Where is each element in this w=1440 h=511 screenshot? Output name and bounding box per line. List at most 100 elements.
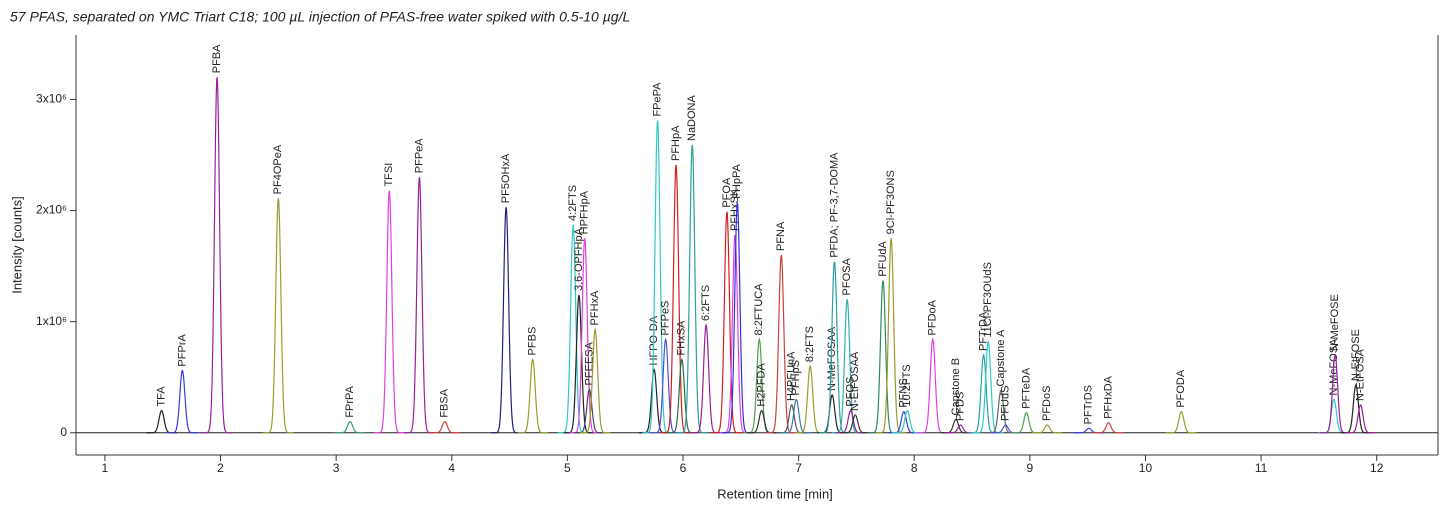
peak-label: PFHpS [790,360,802,395]
y-tick-label: 2x10⁶ [36,203,67,217]
peak [1031,424,1063,434]
peak [650,337,681,434]
peak [374,190,405,434]
x-tick-label: 11 [1255,461,1268,475]
x-tick-label: 3 [333,461,340,475]
peak [690,322,722,434]
peak [404,177,435,434]
y-tick-label: 1x10⁶ [36,314,67,328]
peak-label: PFTeDA [1020,367,1032,409]
peak-label: PFDS [954,392,966,421]
peak-label: PFDA; PF-3,7-DOMA [828,152,840,258]
y-tick-label: 3x10⁶ [36,92,67,106]
peak [840,414,871,434]
peak-label: PFUdA [877,240,889,276]
x-axis-title: Retention time [min] [717,486,833,501]
peak-label: FBSA [439,388,451,417]
peak-label: 8:2FTS [804,326,816,362]
peak-label: PFUdS [999,386,1011,421]
peak-label: 9Cl-PF3ONS [885,170,897,234]
peak [766,254,797,434]
peak-label: PF4OPeA [272,144,284,194]
peak-label: PF5OHxA [500,153,512,203]
peak [490,207,522,434]
peak [146,409,177,434]
peak-label: TFA [155,386,167,407]
peak [1073,427,1105,434]
peak-label: 8:2FTUCA [753,283,765,336]
peak [1011,412,1042,434]
peak-label: N-EtFOSAA [849,351,861,411]
peak-label: 3,6-OPFHpA [573,227,585,291]
x-tick-label: 7 [795,461,802,475]
x-tick-label: 1 [102,461,109,475]
peak-label: Capstone A [995,329,1007,387]
peak [1345,404,1376,434]
peak-label: PFDoS [1041,386,1053,421]
peak-label: Capstone B [950,358,962,415]
peak-label: 10:2FTS [901,364,913,406]
peak [917,337,948,434]
peak-label: PFNS [898,378,910,407]
chart-title: 57 PFAS, separated on YMC Triart C18; 10… [10,9,630,25]
peak [167,369,198,434]
x-tick-label: 4 [448,461,455,475]
y-axis-title: Intensity [counts] [9,196,24,294]
peak-label: N-MeFOSE [1329,294,1341,351]
x-tick-label: 5 [564,461,571,475]
peak-label: HPFHpA [579,190,591,234]
peak-label: PFTrDA [978,311,990,351]
peak-label: PFPeS [660,301,672,336]
peak-label: N-MeFOSAA [826,326,838,391]
peak-label: PFDoA [927,299,939,335]
peak [660,164,692,434]
peak-label: FHpPA [731,163,743,198]
peak-label: PFNA [775,221,787,251]
peak-label: PFPeA [413,138,425,174]
x-tick-label: 10 [1139,461,1153,475]
peak-label: NaDONA [686,94,698,141]
peak-label: H2PFDA [756,362,768,406]
peak-label: H4PFUnA [786,351,798,401]
peak [781,398,812,434]
peak-label: PFODA [1175,369,1187,408]
peak-label: PFHxDA [1102,375,1114,418]
peak-label: FPePA [651,82,663,117]
peak-label: PFBA [211,44,223,73]
peak [1166,410,1197,434]
peak-label: PFTrDS [1083,385,1095,424]
peak [579,327,611,434]
peak [201,77,233,434]
x-tick-label: 6 [680,461,687,475]
x-tick-label: 2 [217,461,224,475]
peak-label: PFOSA [841,257,853,295]
peak [1318,398,1350,434]
peak [1093,422,1124,434]
peak-label: PFHpA [670,125,682,161]
peak [676,144,708,434]
peak-label: FHxSA [676,320,688,356]
peak-label: PFOS [845,377,857,407]
peak [517,358,548,434]
x-tick-label: 8 [911,461,918,475]
peak [574,388,605,434]
peak-label: N-EtFOSE [1350,329,1362,381]
peak-label: 11Cl-PF3OUdS [982,262,994,338]
peak [334,421,366,434]
peak [263,198,294,434]
x-tick-label: 12 [1370,461,1384,475]
x-tick-label: 9 [1027,461,1034,475]
peak-label: 6:2FTS [700,285,712,321]
peak [563,294,595,434]
y-tick-label: 0 [60,425,67,439]
peak [429,421,461,434]
peak-label: 4:2FTS [567,185,579,221]
peak [711,211,743,434]
peak-label: N-EtFOSA [1354,348,1366,401]
peak-label: PFOA [721,177,733,208]
peak-label: PFHxA [589,290,601,326]
peak [746,409,777,434]
peak-label: PFBS [527,327,539,356]
peak [875,238,907,434]
